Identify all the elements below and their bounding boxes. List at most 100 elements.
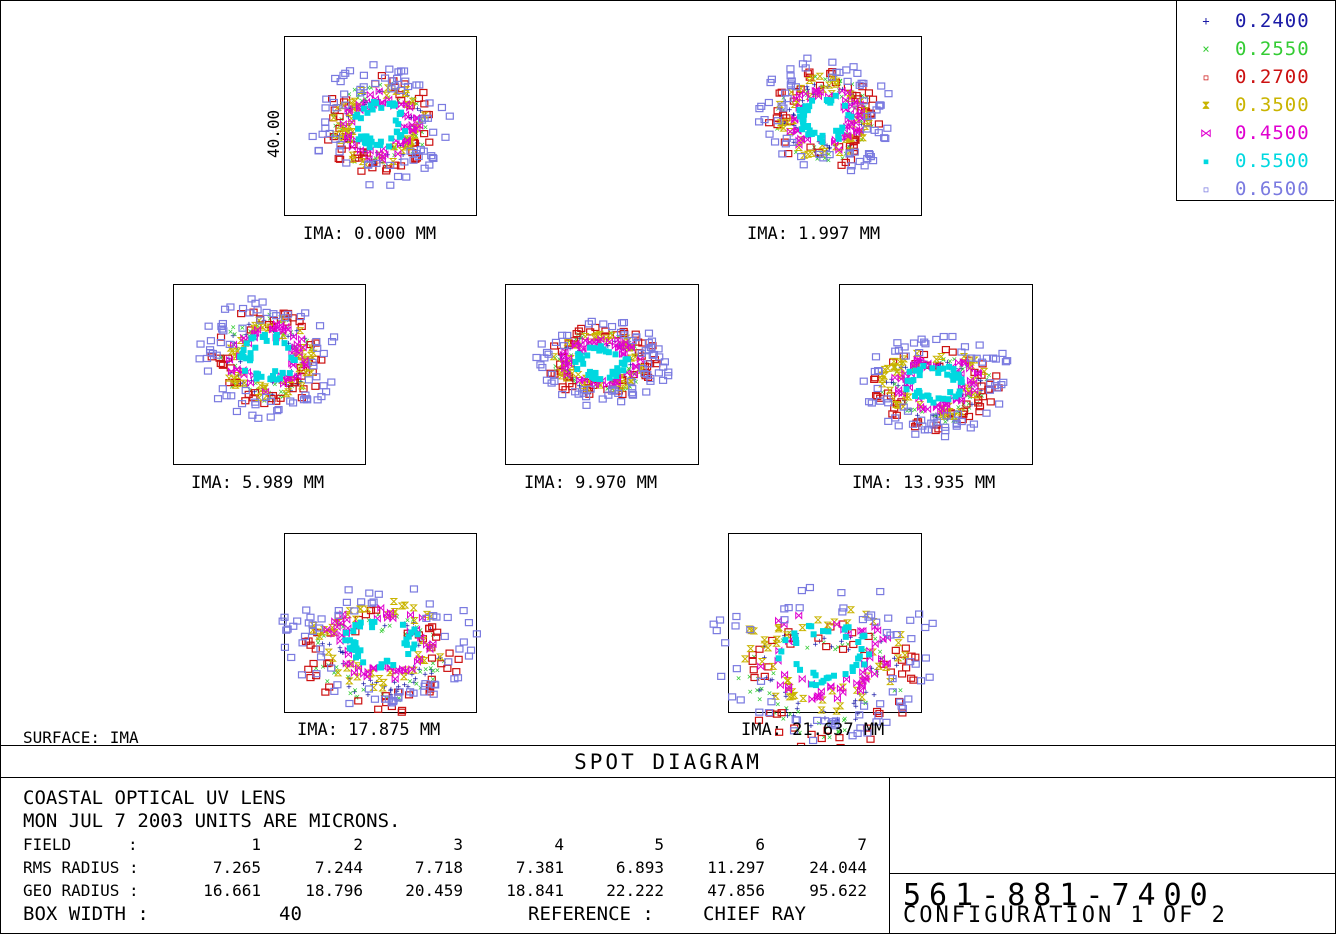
spot-point [323, 625, 331, 634]
spot-point: + [298, 377, 304, 387]
spot-point [932, 418, 942, 426]
spot-point [333, 681, 342, 689]
spot-point [626, 378, 636, 386]
spot-point [352, 640, 359, 647]
spot-point: + [771, 691, 777, 701]
spot-point: × [879, 388, 884, 398]
spot-point [746, 645, 755, 653]
spot-point [892, 368, 902, 376]
spot-point [872, 618, 881, 626]
spot-point: × [836, 727, 841, 737]
spot-point [425, 600, 434, 608]
spot-point: × [933, 411, 938, 421]
spot-point [426, 644, 434, 654]
spot-point [616, 328, 626, 337]
spot-point [664, 372, 673, 380]
spot-point [982, 409, 991, 417]
spot-point: + [375, 148, 381, 158]
rms-row-label: RMS RADIUS : [23, 858, 139, 877]
spot-point: × [352, 86, 357, 96]
spot-point: × [849, 80, 854, 90]
spot-point [308, 358, 317, 366]
spot-point [817, 135, 824, 142]
spot-point: + [230, 332, 236, 342]
spot-point [437, 103, 447, 112]
spot-point: + [346, 682, 352, 692]
spot-point [295, 318, 304, 326]
spot-point [241, 386, 250, 395]
spot-point [396, 86, 405, 95]
spot-point [464, 652, 474, 660]
rms-radius-value: 11.297 [707, 858, 765, 877]
spot-point [948, 332, 957, 341]
spot-point [809, 97, 816, 104]
spot-point [226, 344, 236, 352]
spot-point [754, 716, 764, 724]
spot-point [901, 644, 910, 652]
spot-point: × [229, 382, 234, 392]
spot-point: + [783, 97, 789, 107]
spot-point [304, 376, 313, 384]
spot-point [791, 630, 798, 637]
spot-point [746, 626, 755, 634]
spot-point [391, 674, 399, 684]
spot-point: + [373, 159, 379, 169]
spot-point [606, 337, 614, 347]
spot-point [848, 118, 856, 128]
spot-point [780, 620, 788, 629]
spot-point [301, 391, 310, 399]
spot-point [772, 710, 781, 718]
spot-point [908, 420, 918, 428]
spot-point [218, 385, 227, 393]
spot-point: × [892, 687, 897, 697]
x-marker-icon: × [1202, 42, 1210, 56]
spot-point [892, 401, 901, 409]
spot-point [312, 337, 321, 346]
spot-point [324, 659, 334, 667]
spot-point: + [388, 685, 394, 695]
spot-point [571, 388, 580, 396]
spot-point [858, 114, 866, 123]
spot-point: + [382, 682, 388, 692]
spot-point: × [797, 728, 802, 738]
spot-point [895, 697, 904, 706]
spot-point [944, 371, 951, 378]
spot-point [808, 736, 818, 745]
spot-point [760, 116, 769, 124]
spot-point [827, 73, 837, 81]
spot-point [280, 643, 290, 651]
spot-point [550, 377, 559, 385]
spot-point [252, 344, 259, 351]
spot-point [364, 135, 371, 142]
spot-point [884, 399, 893, 407]
spot-point [401, 77, 410, 85]
spot-point [874, 120, 883, 128]
spot-point [977, 382, 986, 390]
spot-point [317, 392, 326, 401]
spot-point [337, 618, 345, 628]
spot-point: × [380, 625, 385, 635]
spot-point [258, 373, 265, 380]
spot-point [784, 150, 793, 158]
spot-point [777, 102, 786, 110]
spot-point: + [858, 697, 864, 707]
spot-point [232, 372, 241, 380]
spot-point [815, 150, 824, 159]
spot-point [814, 634, 823, 642]
spot-point [975, 341, 984, 349]
spot-point [563, 338, 572, 346]
legend-label: 0.4500 [1235, 122, 1310, 144]
spot-point [850, 148, 859, 156]
spot-point [562, 360, 570, 370]
spot-point [818, 679, 825, 686]
spot-point [420, 688, 429, 696]
spot-point [413, 651, 423, 659]
spot-point [793, 661, 800, 668]
spot-point [558, 391, 567, 399]
spot-point [406, 147, 415, 155]
spot-point [839, 124, 846, 131]
spot-point: × [407, 677, 412, 687]
spot-point: + [779, 111, 785, 121]
legend-entry: ⧗ 0.3500 [1177, 94, 1334, 118]
spot-point [939, 332, 948, 341]
